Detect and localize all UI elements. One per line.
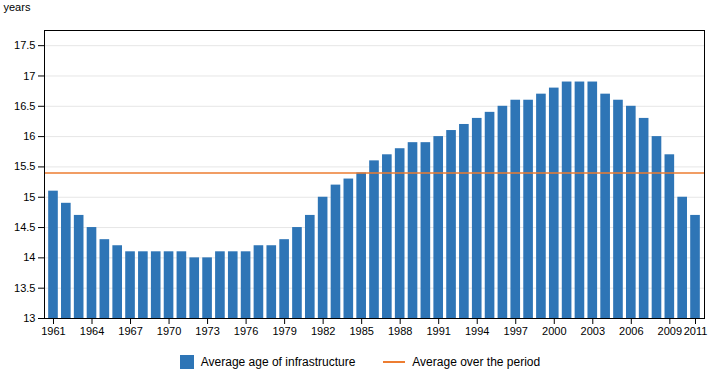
svg-text:16: 16 [23, 130, 35, 142]
svg-text:1997: 1997 [504, 325, 528, 337]
svg-text:1976: 1976 [234, 325, 258, 337]
svg-text:1994: 1994 [465, 325, 489, 337]
svg-text:1964: 1964 [80, 325, 104, 337]
svg-text:1967: 1967 [118, 325, 142, 337]
svg-text:14.5: 14.5 [14, 221, 35, 233]
svg-text:16.5: 16.5 [14, 100, 35, 112]
svg-text:1988: 1988 [388, 325, 412, 337]
svg-text:2006: 2006 [619, 325, 643, 337]
svg-text:2003: 2003 [581, 325, 605, 337]
svg-text:1991: 1991 [426, 325, 450, 337]
html-text:Average age of infrastructure: Average age of infrastructure [200, 355, 356, 369]
svg-text:13.5: 13.5 [14, 282, 35, 294]
svg-text:1985: 1985 [349, 325, 373, 337]
svg-text:2000: 2000 [542, 325, 566, 337]
svg-text:1982: 1982 [311, 325, 335, 337]
html-text:Average over the period: Average over the period [412, 355, 541, 369]
svg-text:1961: 1961 [41, 325, 65, 337]
svg-text:1970: 1970 [157, 325, 181, 337]
svg-text:17: 17 [23, 69, 35, 81]
svg-text:13: 13 [23, 312, 35, 324]
svg-text:15.5: 15.5 [14, 160, 35, 172]
svg-text:2011: 2011 [684, 325, 708, 337]
svg-text:1979: 1979 [272, 325, 296, 337]
svg-text:17.5: 17.5 [14, 39, 35, 51]
svg-text:years: years [4, 1, 31, 13]
svg-text:15: 15 [23, 191, 35, 203]
svg-text:1973: 1973 [195, 325, 219, 337]
svg-text:14: 14 [23, 251, 35, 263]
svg-text:2009: 2009 [658, 325, 682, 337]
